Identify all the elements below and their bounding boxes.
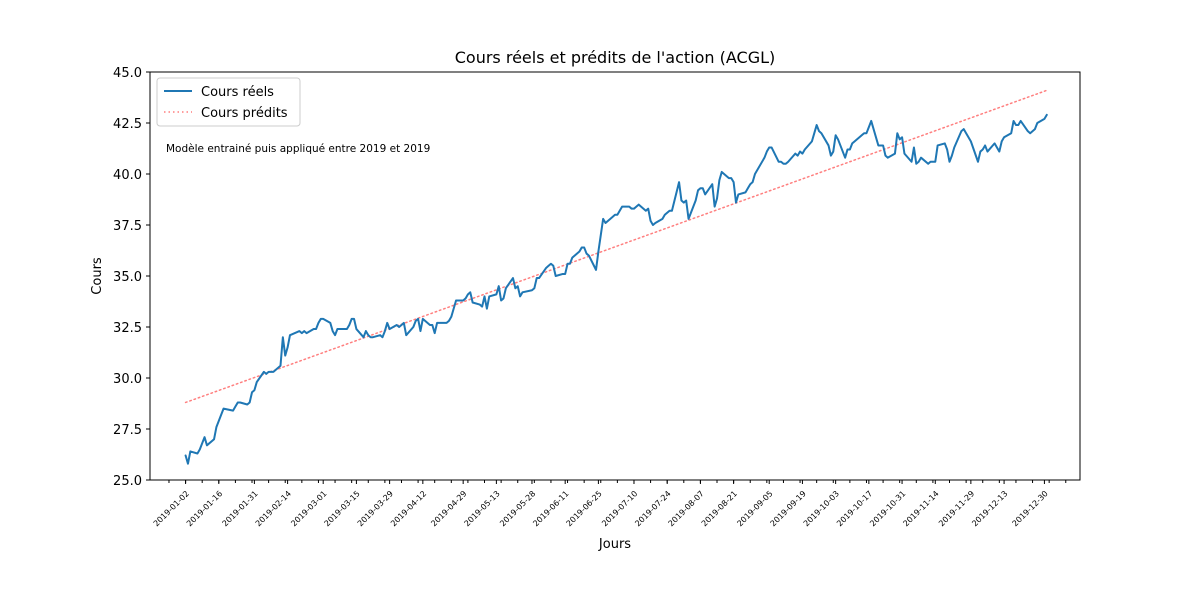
y-tick-label: 45.0 [113, 66, 142, 81]
y-tick-label: 40.0 [113, 168, 142, 183]
y-axis: 25.0 27.5 30.0 32.5 35.0 37.5 40.0 42.5 45.0 [113, 66, 150, 489]
y-tick-label: 25.0 [113, 474, 142, 489]
y-tick-label: 35.0 [113, 270, 142, 285]
y-tick-label: 37.5 [113, 219, 142, 234]
chart-title: Cours réels et prédits de l'action (ACGL… [455, 48, 776, 67]
legend: Cours réels Cours prédits [156, 77, 301, 127]
legend-label-predicted: Cours prédits [201, 106, 288, 121]
legend-box [156, 77, 301, 127]
y-tick-label: 30.0 [113, 372, 142, 387]
chart-annotation: Modèle entrainé puis appliqué entre 2019… [166, 143, 430, 155]
series-line-actual [184, 113, 1048, 465]
series-layer [184, 89, 1048, 465]
series-line-predicted [184, 89, 1048, 404]
y-tick-label: 42.5 [113, 117, 142, 132]
y-tick-label: 27.5 [113, 423, 142, 438]
y-tick-label: 32.5 [113, 321, 142, 336]
y-axis-title: Cours [90, 257, 105, 295]
legend-label-actual: Cours réels [201, 85, 274, 100]
x-axis-title: Jours [598, 537, 631, 552]
